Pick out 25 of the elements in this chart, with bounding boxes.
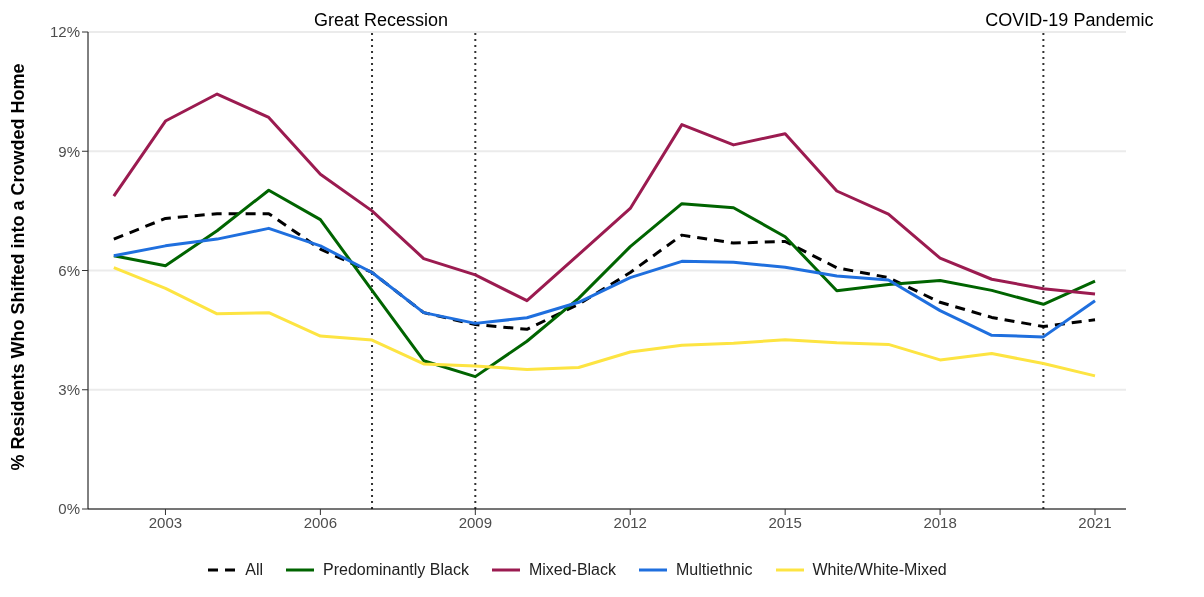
line-series <box>112 188 1097 379</box>
x-tick-label: 2018 <box>923 513 957 531</box>
ref-line-label: Great Recession <box>314 10 449 31</box>
legend-label: Multiethnic <box>675 561 753 579</box>
ref-line-label: COVID-19 Pandemic <box>985 10 1154 31</box>
line-series <box>112 226 1097 339</box>
x-tick-label: 2009 <box>458 513 492 531</box>
line-series <box>112 212 1097 331</box>
x-tick-label: 2006 <box>303 513 338 531</box>
y-axis-title: % Residents Who Shifted into a Crowded Home <box>8 63 29 471</box>
y-tick-label: 3% <box>58 381 80 399</box>
x-tick-label: 2003 <box>148 513 183 531</box>
legend-label: Mixed-Black <box>527 561 617 579</box>
legend-label: Predominantly Black <box>322 561 469 579</box>
y-tick-label: 12% <box>49 23 80 41</box>
y-tick-label: 6% <box>58 261 80 279</box>
x-tick-label: 2012 <box>613 513 647 531</box>
legend-label: All <box>244 561 264 579</box>
line-series <box>112 92 1097 303</box>
y-tick-label: 9% <box>58 142 80 160</box>
legend-label: White/White-Mixed <box>811 561 947 579</box>
x-tick-label: 2021 <box>1078 513 1112 531</box>
y-tick-label: 0% <box>58 500 80 518</box>
line-series <box>112 266 1097 378</box>
x-tick-label: 2015 <box>768 513 802 531</box>
